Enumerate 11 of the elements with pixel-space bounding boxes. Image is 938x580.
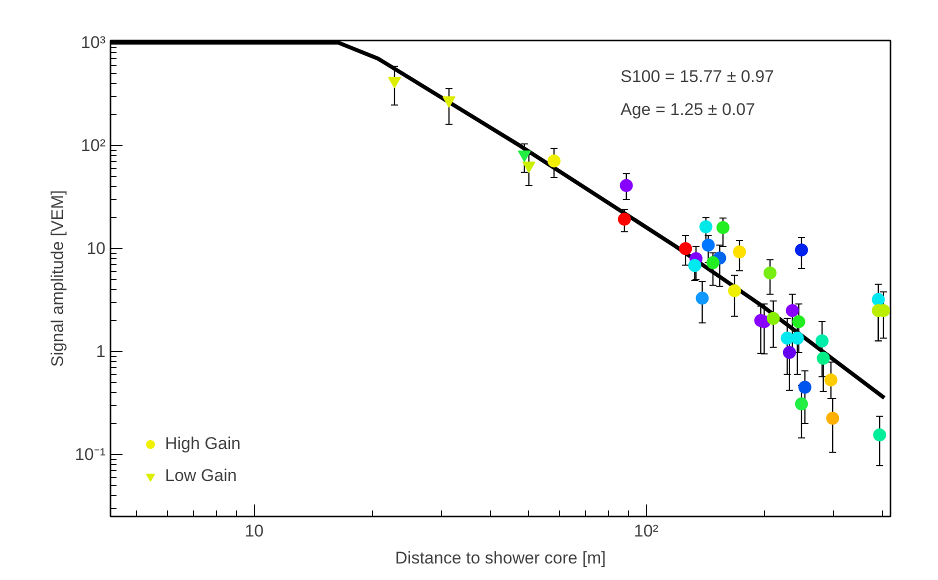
y-tick-label: 1 [96, 342, 106, 362]
legend-label: Low Gain [165, 466, 237, 486]
y-axis-title: Signal amplitude [VEM] [48, 190, 67, 367]
y-tick-label: 10 [86, 239, 106, 258]
x-axis-title: Distance to shower core [m] [395, 548, 606, 568]
annotation: Age = 1.25 ± 0.07 [620, 100, 756, 119]
legend-label: High Gain [165, 434, 241, 454]
y-tick-label: 10² [80, 136, 106, 156]
y-tick-label: 10⁻¹ [74, 445, 106, 464]
y-tick-label: 10³ [80, 33, 106, 52]
annotation: S100 = 15.77 ± 0.97 [620, 67, 774, 86]
